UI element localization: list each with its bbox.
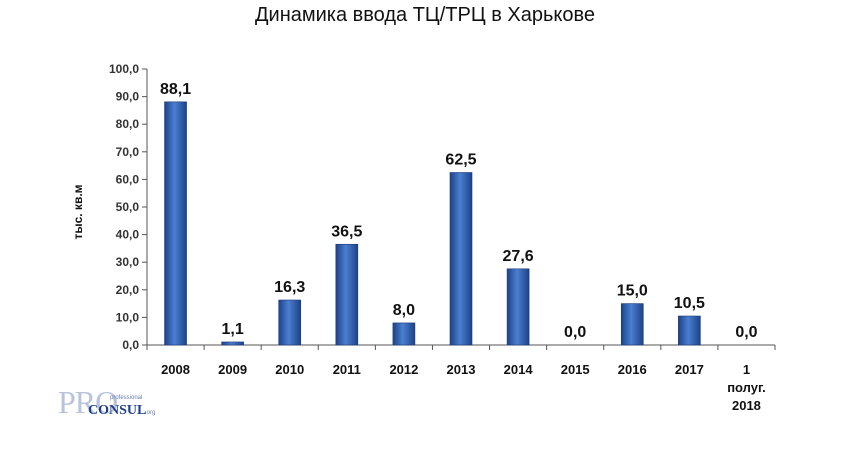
y-tick-label: 60,0: [116, 172, 140, 186]
category-label: 2017: [675, 362, 704, 377]
chart-title: Динамика ввода ТЦ/ТРЦ в Харькове: [254, 4, 596, 26]
data-label: 36,5: [331, 223, 362, 240]
bar: [506, 268, 530, 346]
data-label: 15,0: [617, 283, 648, 300]
y-tick-labels: 0,0 10,0 20,0 30,0 40,0 50,0 60,0 70,0 80,0 90,0 1…: [109, 62, 139, 352]
bar: [221, 341, 244, 346]
y-tick-label: 0,0: [122, 338, 139, 352]
bar: [335, 243, 359, 346]
category-label: 2010: [275, 362, 304, 377]
category-label: 2008: [161, 362, 190, 377]
bar: [392, 322, 416, 346]
y-tick-label: 20,0: [116, 283, 140, 297]
bar: [278, 299, 302, 346]
category-label: 2012: [389, 362, 418, 377]
category-label: 2016: [618, 362, 647, 377]
data-label: 16,3: [274, 279, 305, 296]
category-label: 2011: [333, 362, 361, 377]
category-label: 1 полуг. 2018: [727, 362, 766, 413]
category-labels: 2008 2009 2010 2011 2012 2013 2014 2015 2016 2017…: [161, 362, 766, 413]
data-label: 1,1: [222, 321, 244, 338]
category-label: 2015: [561, 362, 590, 377]
watermark-consul: CONSUL: [88, 403, 147, 418]
y-tick-label: 40,0: [116, 228, 140, 242]
category-label: 2009: [218, 362, 247, 377]
y-tick-label: 80,0: [116, 117, 140, 131]
bar: [678, 315, 701, 346]
data-label: 62,5: [445, 152, 476, 169]
bars: [164, 101, 701, 346]
data-label: 88,1: [160, 81, 191, 98]
category-label: 2014: [504, 362, 534, 377]
bar: [449, 172, 473, 346]
data-label: 10,5: [674, 295, 705, 312]
y-tick-label: 10,0: [116, 310, 140, 324]
category-label: 2013: [447, 362, 476, 377]
y-axis-label: тыс. кв.м: [71, 184, 85, 239]
watermark-pro: PRO: [58, 384, 118, 420]
bar: [164, 101, 187, 346]
data-label: 0,0: [735, 324, 757, 341]
data-label: 0,0: [564, 324, 586, 341]
y-tick-label: 90,0: [116, 90, 140, 104]
data-label: 27,6: [503, 248, 534, 265]
data-label: 8,0: [393, 302, 415, 319]
bar: [620, 303, 644, 346]
watermark-org: .org: [145, 410, 156, 416]
watermark-professional: professional: [110, 395, 143, 401]
y-tick-label: 50,0: [116, 200, 140, 214]
y-tick-label: 100,0: [109, 62, 139, 76]
data-labels: 88,1 1,1 16,3 36,5 8,0 62,5 27,6 0,0 15,0 10,5 0,0: [160, 81, 758, 341]
y-tick-label: 70,0: [116, 145, 140, 159]
watermark-logo: PRO professional CONSUL .org: [58, 384, 188, 426]
y-tick-label: 30,0: [116, 255, 140, 269]
